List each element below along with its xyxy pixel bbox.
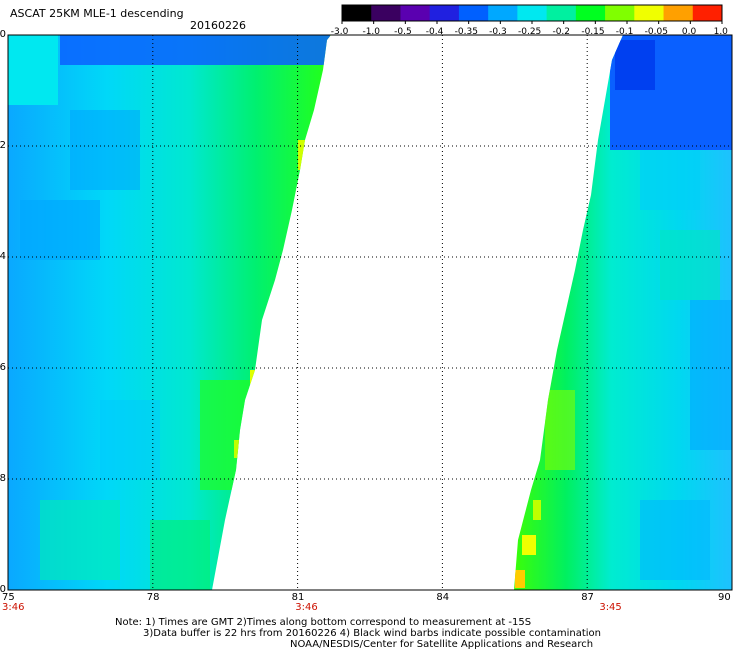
colorbar-tick-label: -0.3 [489,27,507,37]
pass-time-label: 3:46 [295,602,318,613]
colorbar-tick-label: -0.1 [615,27,634,37]
colorbar-segment [575,5,606,21]
longitude-tick-label: 84 [436,592,450,603]
longitude-tick-label: 87 [581,592,594,603]
colorbar-tick-label: -0.35 [454,27,478,37]
lat-lon-grid [8,35,732,590]
colorbar-segment [634,5,665,21]
colorbar-segment [342,5,372,21]
longitude-tick-label: 75 [2,592,15,603]
pass-time-label: 3:46 [2,602,25,613]
colorbar-tick-label: -0.25 [518,27,542,37]
colorbar-tick-label: -3.0 [330,27,349,37]
colorbar [341,4,723,24]
longitude-tick-label: 90 [718,592,731,603]
swath-west [8,35,331,590]
colorbar-segment [371,5,401,21]
colorbar-tick-label: 0.0 [681,27,697,37]
latitude-tick-label: -18 [0,473,6,484]
colorbar-tick-label: -0.05 [644,27,668,37]
longitude-tick-label: 78 [146,592,160,603]
colorbar-tick-label: -1.0 [362,27,381,37]
map-title: ASCAT 25KM MLE-1 descending [10,7,184,20]
colorbar-segment [692,5,723,21]
longitude-tick-label: 81 [291,592,305,603]
pass-time-label: 3:45 [599,602,622,613]
map-date: 20160226 [190,19,246,32]
colorbar-segment [546,5,577,21]
latitude-tick-label: -20 [0,584,6,595]
colorbar-segment [488,5,518,21]
note-line-2: 3)Data buffer is 22 hrs from 20160226 4)… [143,628,601,639]
colorbar-tick-label: -0.15 [581,27,605,37]
map-frame [7,34,733,591]
swath-east [514,35,732,590]
colorbar-tick-label: 1.0 [713,27,728,37]
colorbar-segment [458,5,489,21]
note-line-3: NOAA/NESDIS/Center for Satellite Applica… [290,639,594,650]
colorbar-segment [663,5,694,21]
colorbar-tick-label: -0.5 [394,27,412,37]
latitude-tick-label: -10 [0,29,6,40]
latitude-tick-label: -16 [0,362,6,373]
colorbar-segment [605,5,635,21]
colorbar-segment [429,5,460,21]
latitude-tick-label: -12 [0,140,6,151]
colorbar-segment [517,5,548,21]
latitude-tick-label: -14 [0,251,6,262]
colorbar-tick-label: -0.2 [552,27,571,37]
colorbar-segment [400,5,431,21]
note-line-1: Note: 1) Times are GMT 2)Times along bot… [115,617,532,628]
colorbar-tick-label: -0.4 [425,27,444,37]
